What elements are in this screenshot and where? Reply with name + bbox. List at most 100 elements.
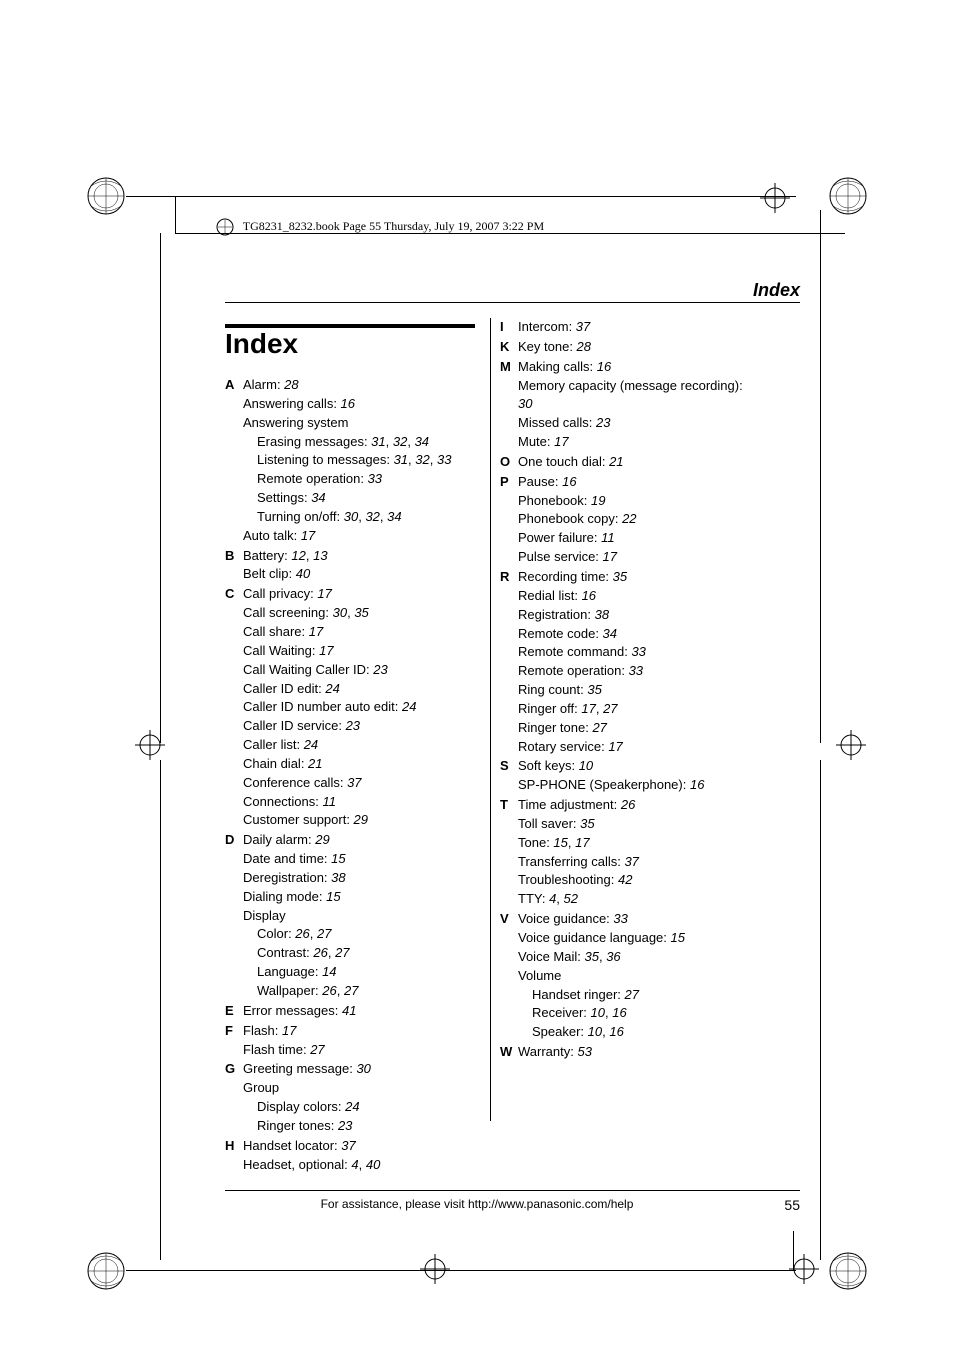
index-letter: D xyxy=(225,831,243,850)
index-group: VVoice guidance: 33Voice guidance langua… xyxy=(500,910,800,1042)
index-group: TTime adjustment: 26Toll saver: 35Tone: … xyxy=(500,796,800,909)
index-entry: TTY: 4, 52 xyxy=(518,890,758,909)
index-group: KKey tone: 28 xyxy=(500,338,800,357)
index-entry: Remote command: 33 xyxy=(518,643,758,662)
index-entry: Remote operation: 33 xyxy=(243,470,483,489)
index-entry: Customer support: 29 xyxy=(243,811,483,830)
index-entry: Headset, optional: 4, 40 xyxy=(243,1156,483,1175)
index-entry: One touch dial: 21 xyxy=(518,453,758,472)
index-entries: Intercom: 37 xyxy=(518,318,758,337)
index-entry: Tone: 15, 17 xyxy=(518,834,758,853)
print-globe-icon xyxy=(828,1251,868,1291)
index-entries: One touch dial: 21 xyxy=(518,453,758,472)
index-entry: Conference calls: 37 xyxy=(243,774,483,793)
index-letter: F xyxy=(225,1022,243,1041)
frame-line xyxy=(126,1270,796,1271)
index-letter: V xyxy=(500,910,518,929)
index-entry: Auto talk: 17 xyxy=(243,527,483,546)
index-entries: Flash: 17Flash time: 27 xyxy=(243,1022,483,1060)
footer-text: For assistance, please visit http://www.… xyxy=(0,1197,954,1211)
index-entry: Contrast: 26, 27 xyxy=(243,944,483,963)
index-entry: Warranty: 53 xyxy=(518,1043,758,1062)
index-letter: M xyxy=(500,358,518,377)
index-letter: A xyxy=(225,376,243,395)
index-entry: Intercom: 37 xyxy=(518,318,758,337)
index-entry: Time adjustment: 26 xyxy=(518,796,758,815)
index-entry: Registration: 38 xyxy=(518,606,758,625)
index-entry: Speaker: 10, 16 xyxy=(518,1023,758,1042)
index-entries: Handset locator: 37Headset, optional: 4,… xyxy=(243,1137,483,1175)
index-entry: Voice Mail: 35, 36 xyxy=(518,948,758,967)
index-entry: Display xyxy=(243,907,483,926)
footer-line xyxy=(225,1190,800,1191)
index-letter: G xyxy=(225,1060,243,1079)
index-right-column: IIntercom: 37KKey tone: 28MMaking calls:… xyxy=(500,318,800,1063)
index-letter: S xyxy=(500,757,518,776)
index-entries: Call privacy: 17Call screening: 30, 35Ca… xyxy=(243,585,483,830)
index-entry: Group xyxy=(243,1079,483,1098)
index-entries: Recording time: 35Redial list: 16Registr… xyxy=(518,568,758,756)
index-group: SSoft keys: 10SP-PHONE (Speakerphone): 1… xyxy=(500,757,800,795)
index-entry: Phonebook: 19 xyxy=(518,492,758,511)
index-group: AAlarm: 28Answering calls: 16Answering s… xyxy=(225,376,495,546)
crosshair-icon xyxy=(420,1254,450,1284)
index-group: BBattery: 12, 13Belt clip: 40 xyxy=(225,547,495,585)
index-entry: Voice guidance language: 15 xyxy=(518,929,758,948)
index-entry: Answering calls: 16 xyxy=(243,395,483,414)
index-entry: Flash time: 27 xyxy=(243,1041,483,1060)
index-entry: Call share: 17 xyxy=(243,623,483,642)
frame-line xyxy=(160,233,161,743)
index-letter: K xyxy=(500,338,518,357)
index-group: OOne touch dial: 21 xyxy=(500,453,800,472)
index-entry: Power failure: 11 xyxy=(518,529,758,548)
title-underline xyxy=(225,302,800,303)
index-entry: Mute: 17 xyxy=(518,433,758,452)
index-entry: Flash: 17 xyxy=(243,1022,483,1041)
index-entries: Making calls: 16Memory capacity (message… xyxy=(518,358,758,452)
index-entry: Belt clip: 40 xyxy=(243,565,483,584)
print-globe-icon xyxy=(828,176,868,216)
index-entry: Ringer tone: 27 xyxy=(518,719,758,738)
index-entry: Soft keys: 10 xyxy=(518,757,758,776)
index-entries: Key tone: 28 xyxy=(518,338,758,357)
index-group: FFlash: 17Flash time: 27 xyxy=(225,1022,495,1060)
index-group: MMaking calls: 16Memory capacity (messag… xyxy=(500,358,800,452)
frame-line xyxy=(820,210,821,743)
index-entry: Pause: 16 xyxy=(518,473,758,492)
index-entry: Voice guidance: 33 xyxy=(518,910,758,929)
index-entry: Volume xyxy=(518,967,758,986)
index-entry: Alarm: 28 xyxy=(243,376,483,395)
index-letter: W xyxy=(500,1043,518,1062)
index-entry: Call screening: 30, 35 xyxy=(243,604,483,623)
index-entry: Battery: 12, 13 xyxy=(243,547,483,566)
index-letter: I xyxy=(500,318,518,337)
index-entry: SP-PHONE (Speakerphone): 16 xyxy=(518,776,758,795)
index-group: EError messages: 41 xyxy=(225,1002,495,1021)
index-letter: P xyxy=(500,473,518,492)
index-entry: Call Waiting Caller ID: 23 xyxy=(243,661,483,680)
index-entry: Call privacy: 17 xyxy=(243,585,483,604)
index-entries: Warranty: 53 xyxy=(518,1043,758,1062)
index-entry: Erasing messages: 31, 32, 34 xyxy=(243,433,483,452)
index-entry: Memory capacity (message recording): 30 xyxy=(518,377,758,415)
frame-line xyxy=(175,196,176,233)
index-letter: C xyxy=(225,585,243,604)
index-entry: Caller ID number auto edit: 24 xyxy=(243,698,483,717)
index-letter: O xyxy=(500,453,518,472)
frame-line xyxy=(160,760,161,1260)
index-entry: Daily alarm: 29 xyxy=(243,831,483,850)
index-entries: Greeting message: 30GroupDisplay colors:… xyxy=(243,1060,483,1135)
index-entry: Language: 14 xyxy=(243,963,483,982)
index-entry: Settings: 34 xyxy=(243,489,483,508)
index-entry: Chain dial: 21 xyxy=(243,755,483,774)
section-title: Index xyxy=(753,280,800,301)
index-left-column: AAlarm: 28Answering calls: 16Answering s… xyxy=(225,376,495,1175)
index-entry: Missed calls: 23 xyxy=(518,414,758,433)
index-entries: Voice guidance: 33Voice guidance languag… xyxy=(518,910,758,1042)
index-entry: Toll saver: 35 xyxy=(518,815,758,834)
index-letter: B xyxy=(225,547,243,566)
index-entry: Remote code: 34 xyxy=(518,625,758,644)
index-entry: Handset locator: 37 xyxy=(243,1137,483,1156)
index-entry: Recording time: 35 xyxy=(518,568,758,587)
index-group: HHandset locator: 37Headset, optional: 4… xyxy=(225,1137,495,1175)
